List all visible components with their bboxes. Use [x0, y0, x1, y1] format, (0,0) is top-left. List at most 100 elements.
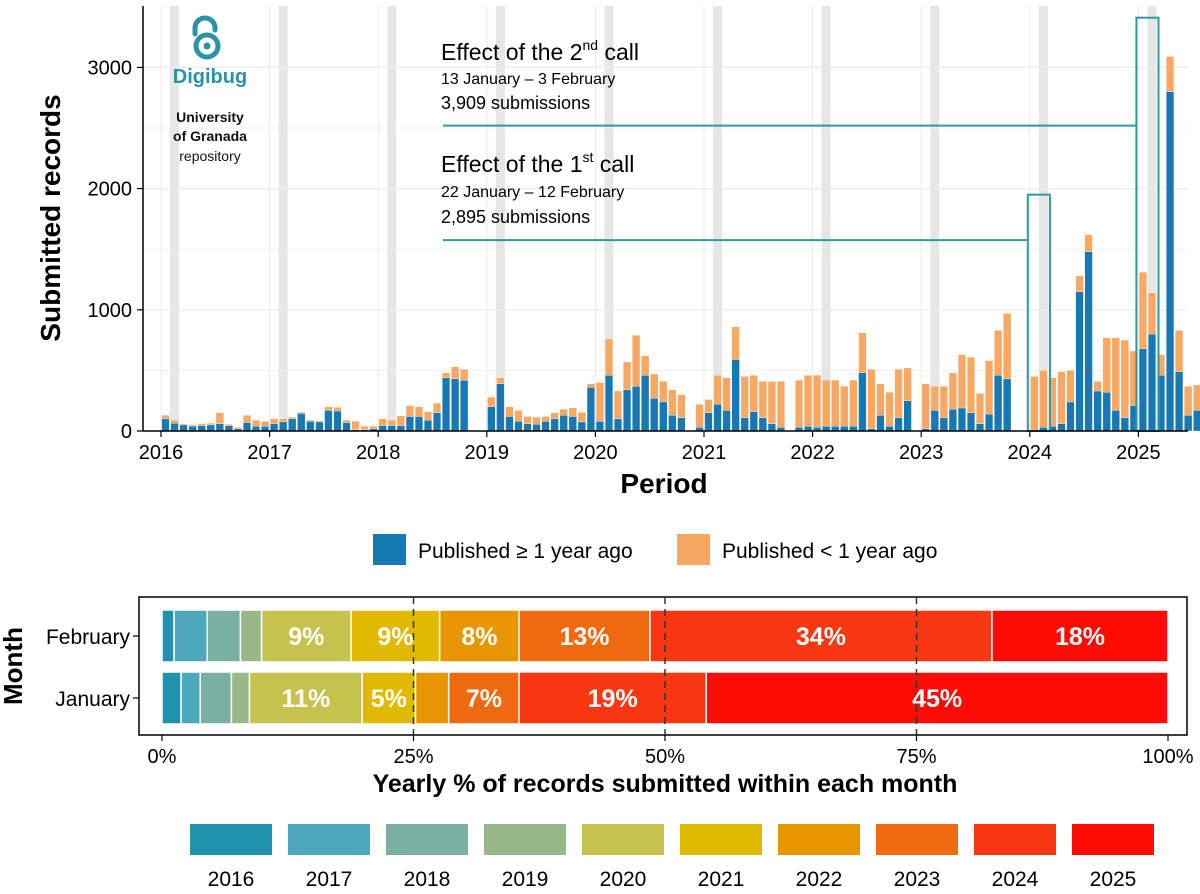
segment-january-2022 [414, 671, 450, 725]
bar-recent-2021-8 [767, 381, 776, 424]
bar-recent-2016-6 [206, 422, 215, 426]
bar-recent-2024-1 [1030, 376, 1039, 432]
legend-swatch-2022 [778, 824, 860, 855]
segment-february-2021 [350, 609, 441, 663]
bar-old-2017-6 [315, 421, 324, 432]
annotation-2-count: 3,909 submissions [441, 93, 590, 113]
y-tick-label-0: 0 [121, 421, 132, 443]
shade-feb-2023 [930, 6, 940, 431]
bar-old-2018-1 [378, 425, 387, 432]
x-tick-label-2021: 2021 [682, 442, 727, 464]
bar-recent-2024-2 [1039, 370, 1048, 428]
bar-recent-2016-4 [188, 424, 197, 427]
legend-swatch-2018 [386, 824, 468, 855]
x-ticks: 2016 2017 2018 2019 2020 2021 2022 2023 2024 2025 [139, 431, 1161, 464]
bar-recent-2018-1 [378, 418, 387, 426]
bar-old-2016-7 [215, 423, 224, 432]
bar-recent-2017-12 [369, 426, 378, 429]
x-tick-label-2017: 2017 [247, 442, 292, 464]
bar-recent-2023-10 [1003, 313, 1012, 380]
bar-recent-2021-7 [758, 381, 767, 418]
bar-recent-2024-3 [1048, 377, 1057, 427]
bar-old-2019-6 [532, 424, 541, 432]
bar-old-2025-7 [1193, 410, 1200, 432]
bar-recent-2017-6 [315, 420, 324, 423]
bar-old-2017-4 [297, 413, 306, 432]
pct-tick-label-100: 100% [1142, 746, 1193, 768]
bar-old-2020-6 [641, 375, 650, 432]
bar-recent-2020-10 [677, 394, 686, 418]
legend-label-published-old: Published ≥ 1 year ago [418, 540, 633, 563]
bar-old-2024-7 [1084, 251, 1093, 432]
stacked-percent-bars [161, 609, 1169, 725]
bar-recent-2025-7 [1193, 384, 1200, 411]
bar-old-2020-10 [677, 417, 686, 432]
bar-recent-2020-3 [614, 390, 623, 420]
bar-old-2020-1 [595, 421, 604, 432]
pct-tick-label-50: 50% [645, 746, 685, 768]
bar-old-2017-2 [279, 421, 288, 432]
bar-old-2018-4 [405, 416, 414, 432]
bar-recent-2025-2 [1148, 292, 1156, 335]
percent-ticks: 0% 25% 50% 75% 100% [148, 735, 1194, 768]
annotation-1-count: 2,895 submissions [441, 207, 590, 227]
legend-swatch-2019 [484, 824, 566, 855]
bar-old-2019-7 [541, 421, 550, 432]
y-axis-title: Submitted records [35, 94, 66, 341]
bar-old-2020-2 [605, 375, 613, 432]
pct-label-january-2020: 11% [282, 685, 331, 713]
shade-feb-2022 [821, 6, 831, 431]
bar-old-2024-5 [1066, 401, 1075, 432]
bar-recent-2016-7 [215, 412, 224, 424]
bar-recent-2017-8 [333, 407, 342, 412]
legend-swatch-2020 [582, 824, 664, 855]
bar-old-2018-2 [387, 425, 396, 432]
bar-old-2021-7 [758, 417, 767, 432]
bar-old-2019-2 [496, 383, 505, 432]
bar-old-2019-3 [505, 416, 514, 432]
bar-recent-2023-3 [939, 386, 948, 418]
legend-label-2023: 2023 [894, 868, 941, 889]
bar-old-2017-8 [333, 410, 342, 432]
pct-tick-label-75: 75% [896, 746, 936, 768]
x-tick-label-2022: 2022 [790, 442, 835, 464]
annotation-2-title-sup: nd [583, 37, 599, 53]
stacked-bars [161, 56, 1200, 432]
bar-recent-2016-11 [252, 419, 260, 427]
panel-border [138, 596, 1188, 736]
bar-recent-2024-5 [1066, 370, 1075, 403]
bar-old-2019-11 [577, 421, 586, 432]
bar-recent-2025-5 [1175, 330, 1184, 372]
bar-recent-2016-9 [233, 427, 242, 429]
bar-old-2023-5 [957, 407, 966, 432]
bar-recent-2020-9 [668, 389, 677, 416]
segment-january-2020 [248, 671, 363, 725]
x-axis-title-percent: Yearly % of records submitted within eac… [373, 770, 958, 798]
bar-recent-2021-5 [740, 376, 749, 418]
segment-february-2016 [161, 609, 175, 663]
bar-old-2017-9 [342, 422, 351, 432]
bar-recent-2016-5 [197, 423, 206, 426]
x-tick-label-2020: 2020 [573, 442, 618, 464]
segment-february-2024 [649, 609, 993, 663]
call-period-shading [170, 6, 1157, 431]
bar-recent-2019-1 [487, 396, 496, 407]
bar-old-2022-8 [876, 415, 885, 432]
legend-swatch-2025 [1072, 824, 1154, 855]
bar-old-2024-4 [1057, 423, 1066, 432]
bar-recent-2022-11 [903, 367, 912, 401]
shade-feb-2020 [604, 6, 614, 431]
bar-recent-2024-4 [1057, 371, 1066, 424]
legend-swatch-2023 [876, 824, 958, 855]
bar-recent-2017-3 [288, 416, 297, 420]
y-tick-label-1000: 1000 [88, 300, 133, 322]
legend-label-2017: 2017 [306, 868, 353, 889]
bar-recent-2025-6 [1184, 386, 1193, 416]
bar-old-2018-5 [414, 416, 423, 432]
pct-tick-label-25: 25% [393, 746, 433, 768]
bar-old-2023-10 [1003, 378, 1012, 432]
bar-recent-2020-12 [695, 404, 704, 428]
segment-february-2017 [173, 609, 209, 663]
bar-recent-2023-9 [994, 330, 1003, 376]
annotation-1-title: Effect of the 1st call [441, 149, 634, 177]
